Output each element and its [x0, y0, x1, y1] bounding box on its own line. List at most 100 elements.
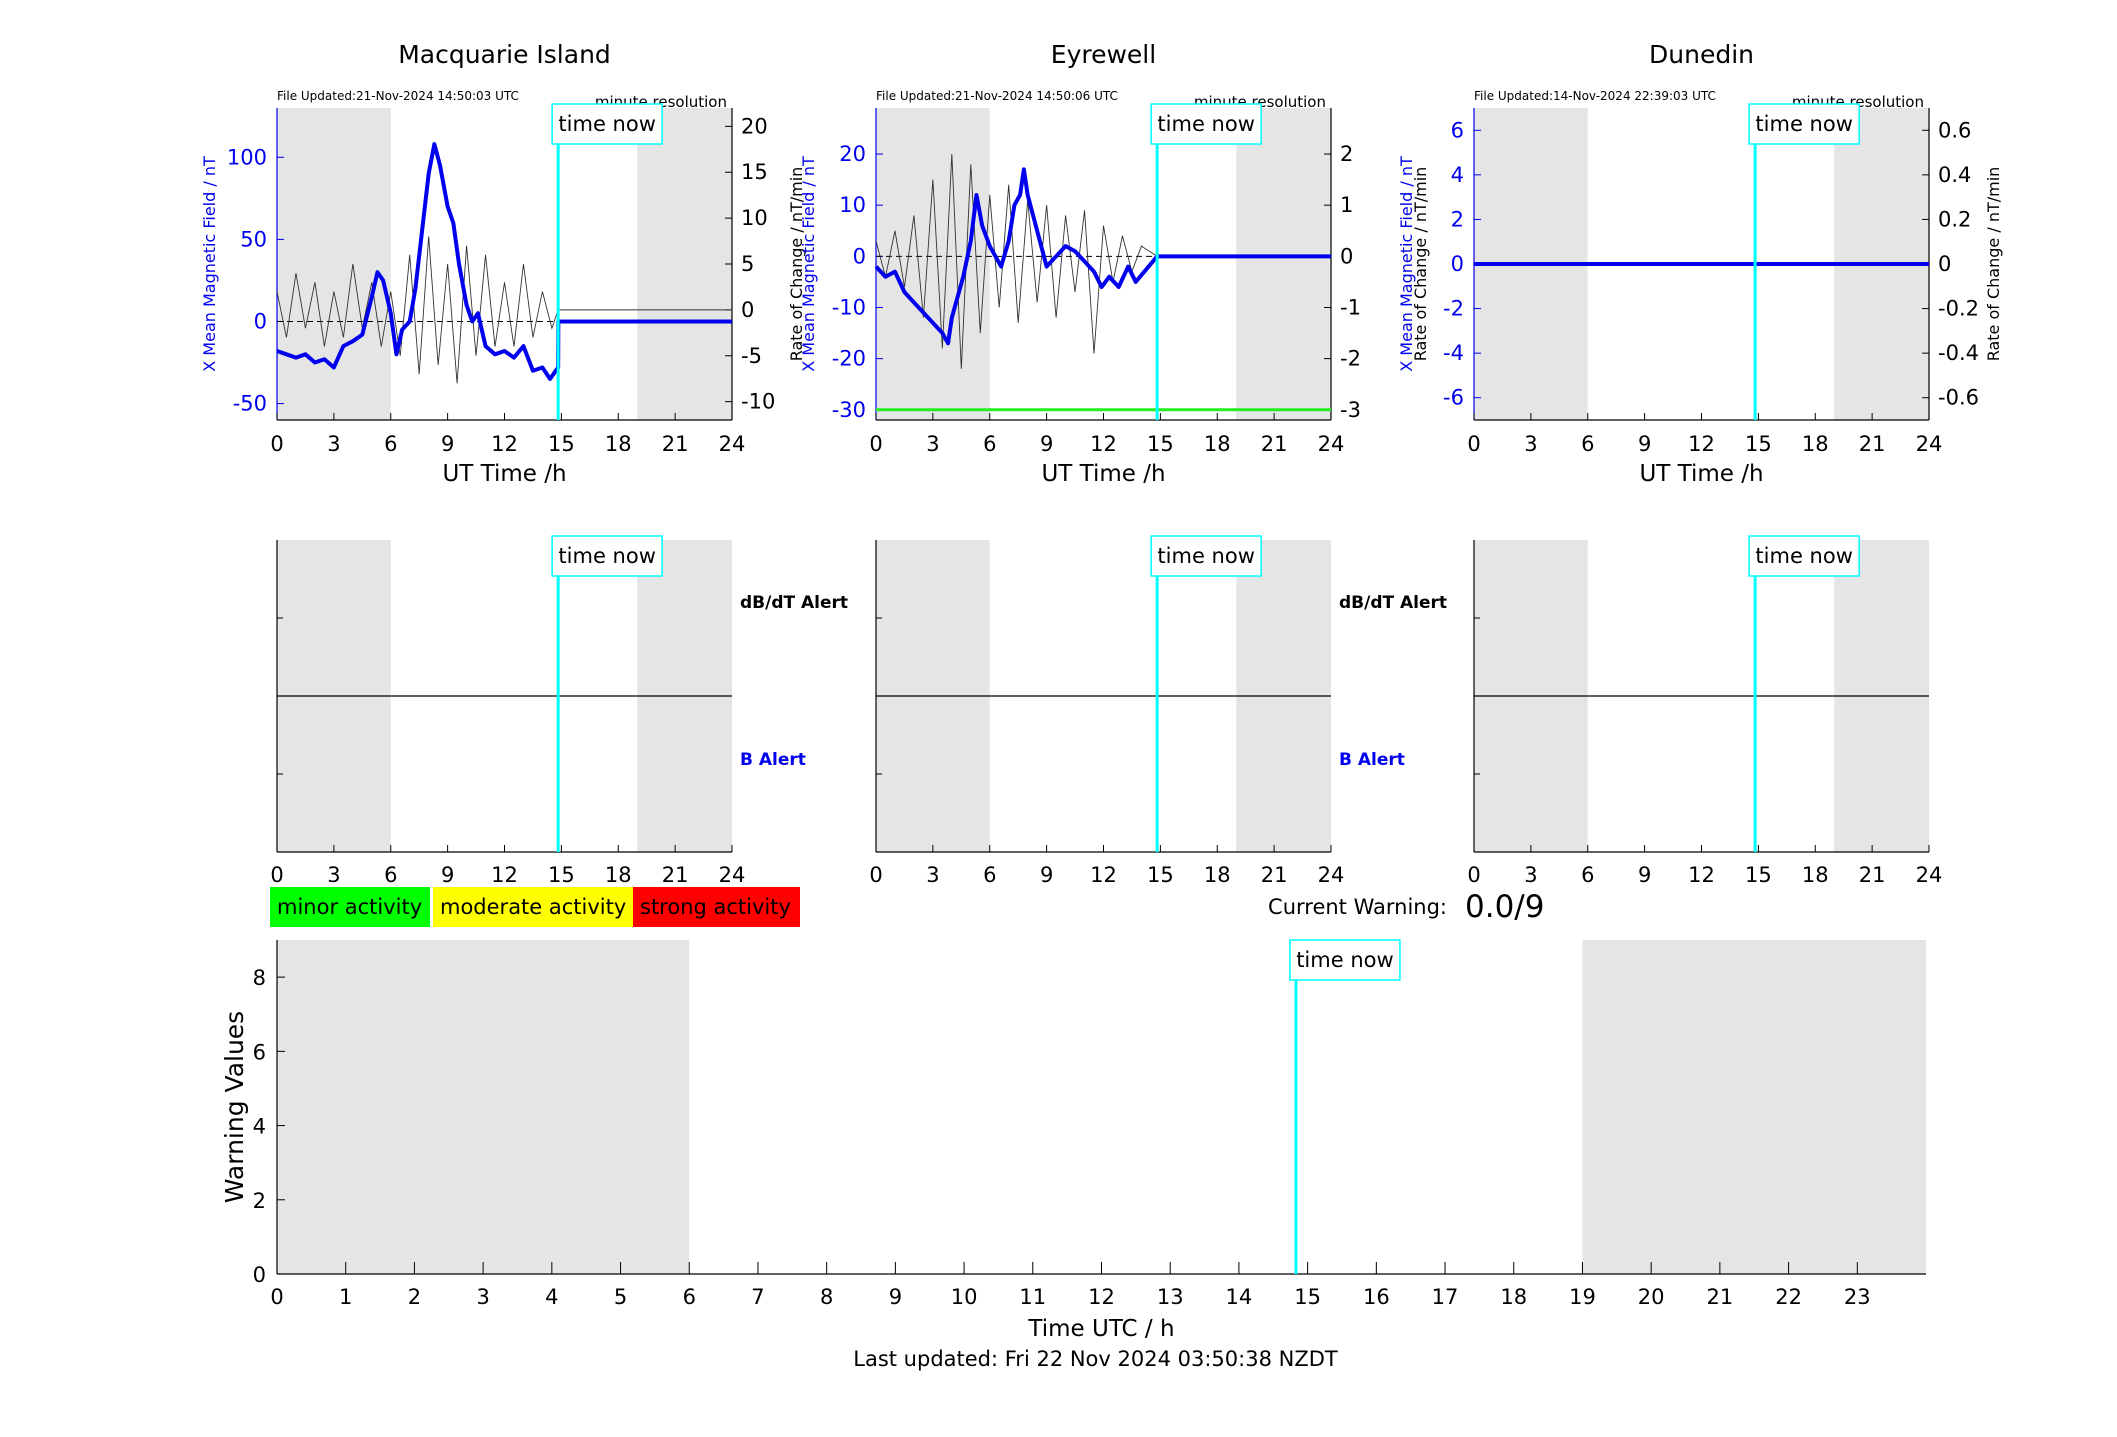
y2-axis-label: Rate of Change / nT/min	[787, 167, 806, 362]
minor-activity-legend-swatch	[270, 887, 430, 927]
current-warning-label: Current Warning:	[1268, 895, 1447, 919]
file-updated-text: File Updated:21-Nov-2024 14:50:03 UTC	[277, 89, 519, 103]
y2-tick-label: -0.4	[1938, 341, 1979, 365]
night-shading	[277, 940, 690, 1274]
x-tick-label: 18	[1204, 432, 1231, 456]
last-updated-text: Last updated: Fri 22 Nov 2024 03:50:38 N…	[853, 1347, 1338, 1371]
y2-tick-label: -2	[1340, 347, 1361, 371]
x-tick-label: 6	[983, 432, 996, 456]
b-alert-label: B Alert	[1339, 750, 1405, 770]
y-tick-label: -20	[832, 347, 866, 371]
time-now-marker-label: time now	[1157, 544, 1254, 568]
file-updated-text: File Updated:14-Nov-2024 22:39:03 UTC	[1474, 89, 1716, 103]
dbdt-alert-label: dB/dT Alert	[740, 593, 848, 613]
time-now-marker-label: time now	[1755, 544, 1852, 568]
y-tick-label: -6	[1443, 386, 1464, 410]
y-tick-label: -30	[832, 398, 866, 422]
x-tick-label: 21	[662, 863, 689, 887]
time-now-marker-label: time now	[1157, 112, 1254, 136]
x-tick-label: 15	[1147, 432, 1174, 456]
x-tick-label: 12	[1090, 863, 1117, 887]
x-tick-label: 18	[605, 432, 632, 456]
x-tick-label: 5	[614, 1285, 627, 1309]
x-tick-label: 3	[1524, 863, 1537, 887]
x-tick-label: 6	[384, 863, 397, 887]
moderate-activity-legend-label: moderate activity	[440, 895, 626, 919]
x-tick-label: 22	[1775, 1285, 1802, 1309]
x-axis-label: Time UTC / h	[1027, 1316, 1174, 1342]
y-tick-label: 10	[839, 193, 866, 217]
x-tick-label: 21	[1261, 432, 1288, 456]
y-tick-label: 2	[1451, 207, 1464, 231]
time-now-marker-box	[1748, 535, 1860, 577]
y2-tick-label: 20	[741, 114, 768, 138]
x-axis-label: UT Time /h	[1639, 461, 1763, 487]
y2-tick-label: -10	[741, 390, 775, 414]
y2-tick-label: 0	[1938, 252, 1951, 276]
x-tick-label: 15	[548, 863, 575, 887]
x-tick-label: 9	[441, 863, 454, 887]
x-tick-label: 12	[1088, 1285, 1115, 1309]
y-axis-label: X Mean Magnetic Field / nT	[799, 156, 818, 372]
x-tick-label: 12	[1688, 863, 1715, 887]
y-tick-label: 0	[853, 244, 866, 268]
x-tick-label: 1	[339, 1285, 352, 1309]
x-tick-label: 24	[1318, 432, 1345, 456]
y2-tick-label: 0.2	[1938, 207, 1971, 231]
x-tick-label: 12	[1090, 432, 1117, 456]
x-tick-label: 4	[545, 1285, 558, 1309]
x-tick-label: 10	[951, 1285, 978, 1309]
y-tick-label: 0	[253, 1263, 266, 1287]
time-now-marker-box	[1150, 103, 1262, 145]
y2-tick-label: 5	[741, 252, 754, 276]
y-tick-label: -2	[1443, 297, 1464, 321]
magnetic-field-series	[276, 142, 732, 381]
x-tick-label: 12	[491, 863, 518, 887]
y-axis-label: X Mean Magnetic Field / nT	[200, 156, 219, 372]
x-tick-label: 9	[1040, 432, 1053, 456]
x-tick-label: 6	[983, 863, 996, 887]
x-tick-label: 17	[1432, 1285, 1459, 1309]
x-tick-label: 18	[605, 863, 632, 887]
x-tick-label: 16	[1363, 1285, 1390, 1309]
x-tick-label: 24	[719, 863, 746, 887]
file-updated-text: File Updated:21-Nov-2024 14:50:06 UTC	[876, 89, 1118, 103]
x-tick-label: 24	[1916, 863, 1943, 887]
y-tick-label: 100	[227, 145, 267, 169]
x-tick-label: 12	[491, 432, 518, 456]
y-tick-label: -10	[832, 295, 866, 319]
x-tick-label: 21	[1707, 1285, 1734, 1309]
x-tick-label: 15	[548, 432, 575, 456]
night-shading	[876, 108, 990, 420]
x-tick-label: 20	[1638, 1285, 1665, 1309]
x-tick-label: 0	[869, 863, 882, 887]
night-shading	[1236, 108, 1331, 420]
moderate-activity-legend-swatch	[433, 887, 633, 927]
time-now-marker-box	[1150, 535, 1262, 577]
station-title: Eyrewell	[1051, 40, 1156, 69]
x-tick-label: 0	[270, 863, 283, 887]
x-axis-label: UT Time /h	[442, 461, 566, 487]
y2-tick-label: -3	[1340, 398, 1361, 422]
current-warning-value: 0.0/9	[1465, 889, 1544, 925]
y-axis-label: X Mean Magnetic Field / nT	[1397, 156, 1416, 372]
y2-tick-label: 10	[741, 206, 768, 230]
x-tick-label: 18	[1500, 1285, 1527, 1309]
x-tick-label: 21	[662, 432, 689, 456]
time-now-marker-label: time now	[1755, 112, 1852, 136]
y2-tick-label: 0	[741, 298, 754, 322]
x-tick-label: 0	[270, 1285, 283, 1309]
y2-tick-label: 0.4	[1938, 163, 1971, 187]
y2-tick-label: -0.2	[1938, 297, 1979, 321]
x-tick-label: 0	[869, 432, 882, 456]
x-tick-label: 13	[1157, 1285, 1184, 1309]
x-tick-label: 9	[889, 1285, 902, 1309]
night-shading	[637, 108, 732, 420]
y-tick-label: 8	[253, 966, 266, 990]
x-tick-label: 3	[926, 863, 939, 887]
x-tick-label: 6	[384, 432, 397, 456]
x-tick-label: 0	[1467, 432, 1480, 456]
strong-activity-legend-label: strong activity	[640, 895, 791, 919]
x-tick-label: 24	[1916, 432, 1943, 456]
x-tick-label: 24	[1318, 863, 1345, 887]
